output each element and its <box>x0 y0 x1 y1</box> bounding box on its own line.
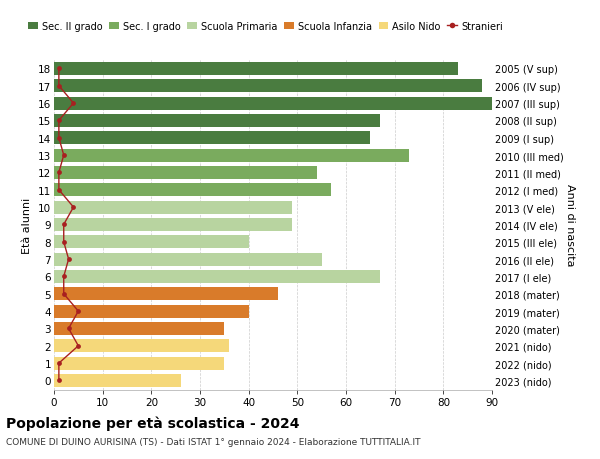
Bar <box>54 63 458 76</box>
Bar <box>54 184 331 197</box>
Bar <box>54 132 370 145</box>
Text: Popolazione per età scolastica - 2024: Popolazione per età scolastica - 2024 <box>6 415 299 430</box>
Bar <box>54 253 322 266</box>
Text: COMUNE DI DUINO AURISINA (TS) - Dati ISTAT 1° gennaio 2024 - Elaborazione TUTTIT: COMUNE DI DUINO AURISINA (TS) - Dati IST… <box>6 437 421 446</box>
Point <box>54 169 64 177</box>
Point <box>54 360 64 367</box>
Bar <box>54 80 482 93</box>
Point <box>64 325 73 332</box>
Bar <box>54 288 278 301</box>
Bar <box>54 305 248 318</box>
Point <box>59 273 68 280</box>
Bar <box>54 201 292 214</box>
Point <box>59 221 68 229</box>
Bar <box>54 218 292 231</box>
Y-axis label: Età alunni: Età alunni <box>22 197 32 253</box>
Legend: Sec. II grado, Sec. I grado, Scuola Primaria, Scuola Infanzia, Asilo Nido, Stran: Sec. II grado, Sec. I grado, Scuola Prim… <box>28 22 503 32</box>
Point <box>68 204 78 211</box>
Point <box>68 100 78 107</box>
Bar <box>54 97 492 110</box>
Bar <box>54 167 317 179</box>
Point <box>54 118 64 125</box>
Bar <box>54 149 409 162</box>
Point <box>59 239 68 246</box>
Point <box>59 291 68 298</box>
Point <box>64 256 73 263</box>
Point <box>74 342 83 350</box>
Point <box>54 187 64 194</box>
Y-axis label: Anni di nascita: Anni di nascita <box>565 184 575 266</box>
Bar <box>54 115 380 128</box>
Bar <box>54 374 181 387</box>
Bar <box>54 236 248 249</box>
Point <box>54 135 64 142</box>
Bar <box>54 357 224 370</box>
Point <box>54 83 64 90</box>
Point <box>59 152 68 159</box>
Bar <box>54 340 229 353</box>
Point <box>54 377 64 384</box>
Bar <box>54 322 224 335</box>
Point <box>54 66 64 73</box>
Point <box>74 308 83 315</box>
Bar <box>54 270 380 283</box>
